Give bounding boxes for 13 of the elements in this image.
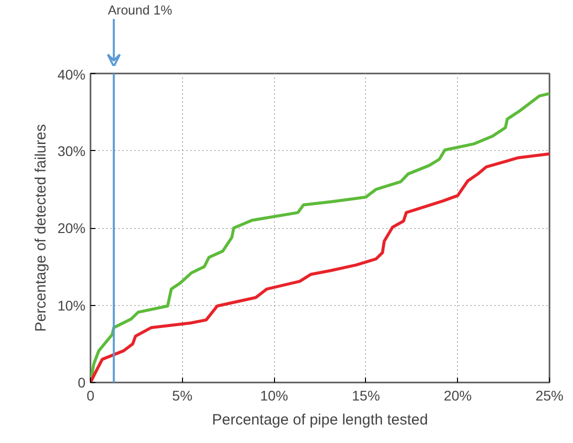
y-tick-label: 40% [57, 66, 86, 82]
x-axis-title: Percentage of pipe length tested [212, 412, 428, 428]
y-tick-label: 30% [57, 142, 86, 159]
y-tick-label: 0 [78, 374, 86, 390]
x-tick-label: 15% [352, 388, 380, 404]
ref-line-label: Around 1% [108, 2, 173, 18]
x-tick-label: 5% [172, 388, 192, 404]
x-tick-label: 20% [444, 388, 472, 404]
x-tick-label: 10% [260, 388, 288, 404]
y-tick-label: 10% [57, 297, 86, 314]
y-axis-title: Percentage of detected failures [32, 124, 50, 332]
x-tick-label: 25% [535, 388, 564, 404]
y-tick-label: 20% [57, 220, 86, 236]
